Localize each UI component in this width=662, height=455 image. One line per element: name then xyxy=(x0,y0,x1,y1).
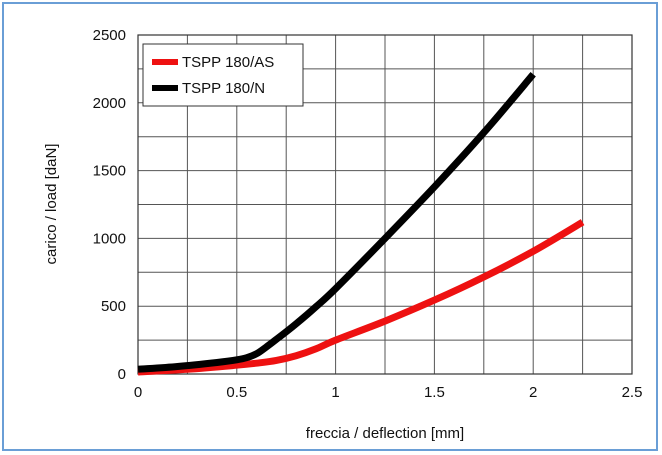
y-tick-label: 2000 xyxy=(93,95,126,112)
y-tick-label: 0 xyxy=(118,366,126,383)
x-tick-label: 1 xyxy=(331,384,339,401)
legend: TSPP 180/AS TSPP 180/N xyxy=(142,43,304,107)
y-tick-label: 2500 xyxy=(93,27,126,44)
series-lines xyxy=(137,72,585,376)
line-chart: 0 0.5 1 1.5 2 2.5 0 500 1000 1500 2000 2500 TSPP 18… xyxy=(43,27,643,442)
legend-label-tspp-180-n: TSPP 180/N xyxy=(182,80,265,97)
y-tick-label: 500 xyxy=(101,298,126,315)
legend-label-tspp-180-as: TSPP 180/AS xyxy=(182,54,274,71)
x-tick-label: 0 xyxy=(134,384,142,401)
y-tick-label: 1500 xyxy=(93,163,126,180)
x-tick-label: 2.5 xyxy=(622,384,643,401)
series-line-tspp-180-n xyxy=(137,72,536,373)
tick-labels: 0 0.5 1 1.5 2 2.5 0 500 1000 1500 2000 2500 xyxy=(93,27,643,401)
chart-frame: 0 0.5 1 1.5 2 2.5 0 500 1000 1500 2000 2500 TSPP 18… xyxy=(2,2,658,451)
x-tick-label: 0.5 xyxy=(226,384,247,401)
plot-border xyxy=(137,34,633,375)
y-tick-label: 1000 xyxy=(93,230,126,247)
y-axis-title: carico / load [daN] xyxy=(43,144,60,265)
x-tick-label: 2 xyxy=(529,384,537,401)
series-line-tspp-180-as xyxy=(137,219,585,376)
x-tick-label: 1.5 xyxy=(424,384,445,401)
x-axis-title: freccia / deflection [mm] xyxy=(306,425,464,442)
legend-box xyxy=(142,43,304,107)
